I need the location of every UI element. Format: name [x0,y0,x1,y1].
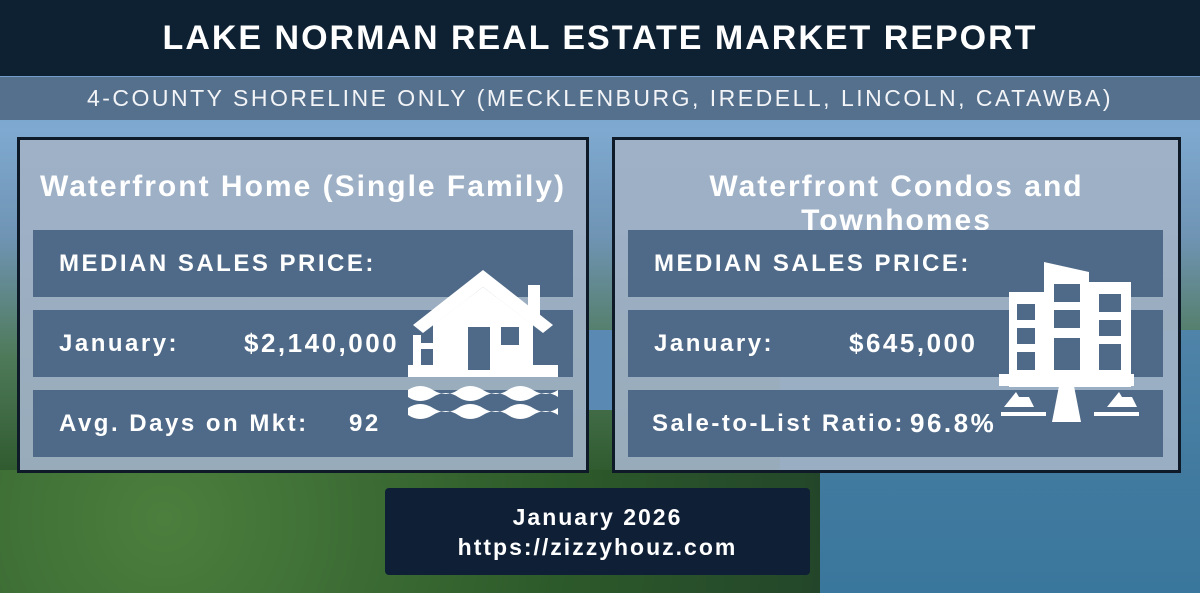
condo-building-boats-icon [999,262,1139,422]
panel-title: Waterfront Condos and Townhomes [709,170,1084,237]
month-label: January: [59,329,180,357]
stat-value: 96.8% [910,408,997,438]
waterfront-house-icon [408,270,558,419]
report-date: January 2026 [512,504,683,530]
single-family-panel: Waterfront Home (Single Family) MEDIAN S… [17,137,589,473]
report-title: LAKE NORMAN REAL ESTATE MARKET REPORT [0,0,1200,76]
month-label: January: [654,329,775,357]
report-subtitle: 4-COUNTY SHORELINE ONLY (MECKLENBURG, IR… [0,77,1200,120]
sale-to-list-row: Sale-to-List Ratio: 96.8% [628,390,1163,457]
stat-label: Sale-to-List Ratio: [652,409,905,437]
footer-box: January 2026 https://zizzyhouz.com [385,488,810,575]
stat-label: Avg. Days on Mkt: [59,409,309,437]
background-lake [585,330,615,410]
days-on-market-row: Avg. Days on Mkt: 92 [33,390,573,457]
price-value: $645,000 [849,328,978,358]
website-link[interactable]: https://zizzyhouz.com [457,534,738,560]
price-value: $2,140,000 [244,328,400,358]
stat-value: 92 [349,409,381,437]
panel-title: Waterfront Home (Single Family) [40,170,566,203]
condos-townhomes-panel: Waterfront Condos and Townhomes MEDIAN S… [612,137,1181,473]
